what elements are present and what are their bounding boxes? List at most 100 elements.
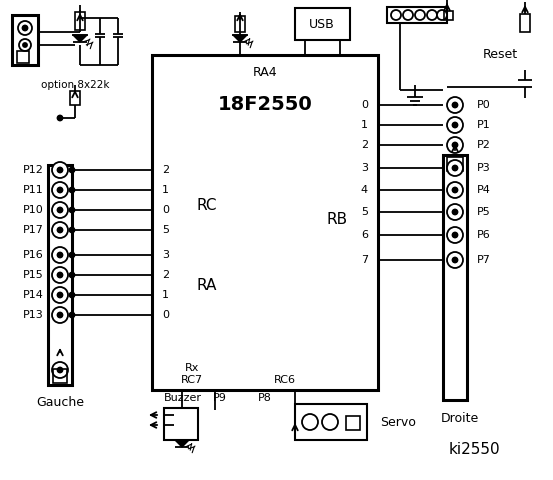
- Text: P8: P8: [258, 393, 272, 403]
- Text: USB: USB: [309, 17, 335, 31]
- Circle shape: [70, 207, 75, 213]
- Text: 0: 0: [361, 100, 368, 110]
- Bar: [53, 369, 67, 383]
- Text: Buzzer: Buzzer: [164, 393, 202, 403]
- Circle shape: [447, 97, 463, 113]
- Text: P14: P14: [23, 290, 44, 300]
- Bar: [235, 16, 245, 32]
- Circle shape: [52, 162, 68, 178]
- Circle shape: [447, 137, 463, 153]
- Text: P5: P5: [477, 207, 491, 217]
- Bar: [70, 91, 80, 105]
- Text: 18F2550: 18F2550: [218, 96, 312, 115]
- Text: P12: P12: [23, 165, 44, 175]
- Circle shape: [58, 368, 62, 372]
- Text: P6: P6: [477, 230, 491, 240]
- Circle shape: [452, 232, 457, 238]
- Circle shape: [58, 116, 62, 120]
- Bar: [152, 55, 378, 390]
- Text: 5: 5: [361, 207, 368, 217]
- Text: P10: P10: [23, 205, 44, 215]
- Text: 3: 3: [162, 250, 169, 260]
- Circle shape: [52, 307, 68, 323]
- Circle shape: [447, 252, 463, 268]
- Polygon shape: [73, 35, 87, 42]
- Circle shape: [58, 188, 62, 192]
- Circle shape: [452, 209, 457, 215]
- Text: RA: RA: [197, 277, 217, 292]
- Circle shape: [447, 227, 463, 243]
- Text: P4: P4: [477, 185, 491, 195]
- Text: 4: 4: [361, 185, 368, 195]
- Text: Rx: Rx: [185, 363, 199, 373]
- Circle shape: [70, 273, 75, 277]
- Circle shape: [447, 204, 463, 220]
- Circle shape: [52, 182, 68, 198]
- Text: 2: 2: [162, 270, 169, 280]
- Circle shape: [452, 103, 457, 108]
- Text: RA4: RA4: [253, 67, 277, 80]
- Circle shape: [58, 228, 62, 232]
- Circle shape: [52, 247, 68, 263]
- Circle shape: [452, 166, 457, 170]
- Circle shape: [452, 143, 457, 147]
- Circle shape: [58, 312, 62, 317]
- Text: P3: P3: [477, 163, 491, 173]
- Circle shape: [58, 168, 62, 172]
- Circle shape: [427, 10, 437, 20]
- Circle shape: [415, 10, 425, 20]
- Bar: [520, 14, 530, 32]
- Circle shape: [452, 257, 457, 263]
- Circle shape: [70, 228, 75, 232]
- Text: RB: RB: [327, 213, 348, 228]
- Circle shape: [52, 202, 68, 218]
- Circle shape: [452, 188, 457, 192]
- Text: Reset: Reset: [482, 48, 518, 61]
- Bar: [387, 7, 447, 23]
- Polygon shape: [175, 440, 189, 447]
- Text: 1: 1: [361, 120, 368, 130]
- Circle shape: [70, 292, 75, 298]
- Text: RC: RC: [197, 197, 217, 213]
- Circle shape: [447, 182, 463, 198]
- Bar: [443, 155, 467, 400]
- Text: P7: P7: [477, 255, 491, 265]
- Text: P9: P9: [213, 393, 227, 403]
- Bar: [295, 404, 367, 440]
- Polygon shape: [233, 35, 247, 42]
- Bar: [17, 51, 29, 63]
- Text: Servo: Servo: [380, 416, 416, 429]
- Text: P16: P16: [23, 250, 44, 260]
- Circle shape: [447, 160, 463, 176]
- Circle shape: [447, 117, 463, 133]
- Circle shape: [58, 207, 62, 213]
- Text: RC7: RC7: [181, 375, 203, 385]
- Bar: [164, 408, 198, 440]
- Text: P17: P17: [23, 225, 44, 235]
- Circle shape: [58, 273, 62, 277]
- Circle shape: [52, 267, 68, 283]
- Circle shape: [52, 222, 68, 238]
- Circle shape: [391, 10, 401, 20]
- Text: 6: 6: [361, 230, 368, 240]
- Circle shape: [52, 287, 68, 303]
- Text: 0: 0: [162, 310, 169, 320]
- Text: Gauche: Gauche: [36, 396, 84, 409]
- Text: 2: 2: [361, 140, 368, 150]
- Circle shape: [70, 252, 75, 257]
- Bar: [48, 165, 72, 385]
- Circle shape: [403, 10, 413, 20]
- Text: 7: 7: [361, 255, 368, 265]
- Circle shape: [302, 414, 318, 430]
- Text: Droite: Droite: [441, 411, 479, 424]
- Text: 3: 3: [361, 163, 368, 173]
- Circle shape: [19, 39, 31, 51]
- Text: ki2550: ki2550: [448, 443, 500, 457]
- Text: 1: 1: [162, 185, 169, 195]
- Bar: [447, 157, 463, 171]
- Text: P15: P15: [23, 270, 44, 280]
- Text: 1: 1: [162, 290, 169, 300]
- Text: 0: 0: [162, 205, 169, 215]
- Text: P13: P13: [23, 310, 44, 320]
- Bar: [295, 8, 350, 40]
